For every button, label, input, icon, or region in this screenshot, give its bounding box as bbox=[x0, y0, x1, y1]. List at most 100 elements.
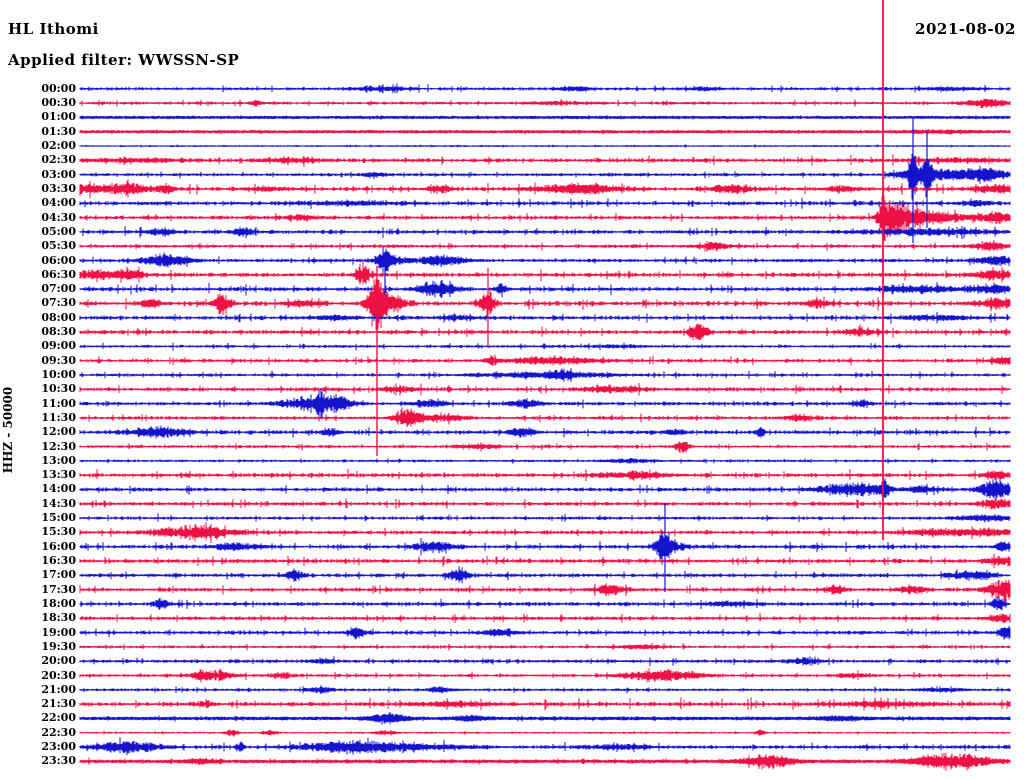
trace-07:00 bbox=[79, 280, 1011, 298]
trace-19:30 bbox=[79, 643, 1011, 651]
trace-05:30 bbox=[79, 240, 1011, 252]
trace-01:30 bbox=[79, 128, 1011, 135]
trace-09:00 bbox=[79, 342, 1011, 351]
station-name: HL Ithomi bbox=[8, 20, 99, 38]
trace-07:30 bbox=[79, 279, 1011, 330]
trace-08:30 bbox=[79, 323, 1011, 341]
trace-06:30 bbox=[79, 258, 1011, 285]
time-label: 19:00 bbox=[41, 625, 76, 639]
time-label: 12:30 bbox=[41, 439, 76, 453]
time-label: 20:30 bbox=[41, 668, 76, 682]
time-label: 15:00 bbox=[41, 511, 76, 525]
trace-15:00 bbox=[79, 513, 1011, 523]
time-label: 14:30 bbox=[41, 496, 76, 510]
trace-16:00 bbox=[79, 530, 1011, 565]
time-label: 01:30 bbox=[41, 124, 76, 138]
trace-12:00 bbox=[79, 425, 1011, 439]
time-label: 23:30 bbox=[41, 754, 76, 768]
time-label: 10:30 bbox=[41, 382, 76, 396]
time-label: 18:00 bbox=[41, 596, 76, 610]
trace-22:30 bbox=[79, 729, 1011, 737]
trace-08:00 bbox=[79, 312, 1011, 324]
trace-22:00 bbox=[79, 712, 1011, 725]
time-label: 06:00 bbox=[41, 253, 76, 267]
trace-00:00 bbox=[79, 83, 1011, 94]
trace-23:00 bbox=[79, 737, 1011, 755]
trace-02:30 bbox=[79, 154, 1011, 167]
time-label: 21:00 bbox=[41, 682, 76, 696]
trace-18:00 bbox=[79, 597, 1011, 611]
applied-filter-label: Applied filter: WWSSN-SP bbox=[8, 51, 240, 69]
time-label: 10:00 bbox=[41, 368, 76, 381]
trace-15:30 bbox=[79, 522, 1011, 544]
time-label: 22:00 bbox=[41, 711, 76, 725]
time-label: 13:00 bbox=[41, 453, 76, 467]
trace-21:30 bbox=[79, 697, 1011, 711]
trace-14:30 bbox=[79, 498, 1011, 510]
time-label: 20:00 bbox=[41, 654, 76, 668]
time-label: 08:30 bbox=[41, 325, 76, 339]
trace-01:00 bbox=[79, 115, 1011, 120]
trace-09:30 bbox=[79, 354, 1011, 366]
time-label: 08:00 bbox=[41, 310, 76, 324]
time-label: 16:30 bbox=[41, 554, 76, 568]
time-label: 11:30 bbox=[41, 410, 76, 424]
time-label: 07:30 bbox=[41, 296, 76, 310]
trace-00:30 bbox=[79, 98, 1011, 109]
trace-13:30 bbox=[79, 468, 1011, 481]
trace-11:30 bbox=[79, 407, 1011, 427]
time-label: 02:30 bbox=[41, 153, 76, 167]
trace-17:00 bbox=[79, 566, 1011, 584]
trace-20:30 bbox=[79, 668, 1011, 683]
trace-18:30 bbox=[79, 613, 1011, 624]
trace-21:00 bbox=[79, 685, 1011, 695]
time-label: 11:00 bbox=[41, 396, 76, 410]
time-label: 13:30 bbox=[41, 468, 76, 482]
time-label: 14:00 bbox=[41, 482, 76, 496]
time-label: 16:00 bbox=[41, 539, 76, 553]
time-label: 19:30 bbox=[41, 639, 76, 653]
trace-14:00 bbox=[79, 477, 1011, 501]
time-label: 01:00 bbox=[41, 110, 76, 124]
time-label: 04:00 bbox=[41, 196, 76, 210]
trace-03:00 bbox=[79, 154, 1011, 200]
time-label: 03:30 bbox=[41, 181, 76, 195]
time-label: 17:30 bbox=[41, 582, 76, 596]
time-label: 03:00 bbox=[41, 167, 76, 181]
time-label: 23:00 bbox=[41, 740, 76, 754]
time-label: 17:00 bbox=[41, 568, 76, 582]
trace-10:00 bbox=[79, 368, 1011, 383]
trace-06:00 bbox=[79, 247, 1011, 274]
trace-20:00 bbox=[79, 656, 1011, 666]
trace-13:00 bbox=[79, 457, 1011, 465]
trace-17:30 bbox=[79, 579, 1011, 602]
time-label: 12:00 bbox=[41, 425, 76, 439]
time-label: 02:00 bbox=[41, 139, 76, 153]
trace-19:00 bbox=[79, 625, 1011, 640]
time-label: 15:30 bbox=[41, 525, 76, 539]
time-label: 05:30 bbox=[41, 239, 76, 253]
time-label: 22:30 bbox=[41, 725, 76, 739]
trace-11:00 bbox=[79, 388, 1011, 422]
time-label: 00:00 bbox=[41, 81, 76, 95]
trace-12:30 bbox=[79, 441, 1011, 453]
time-label: 05:00 bbox=[41, 224, 76, 238]
time-label: 00:30 bbox=[41, 96, 76, 110]
trace-16:30 bbox=[79, 553, 1011, 569]
time-label: 09:30 bbox=[41, 353, 76, 367]
date-label: 2021-08-02 bbox=[915, 20, 1016, 38]
trace-04:00 bbox=[79, 197, 1011, 209]
time-label: 18:30 bbox=[41, 611, 76, 625]
trace-03:30 bbox=[79, 179, 1011, 199]
trace-23:30 bbox=[79, 752, 1011, 771]
time-label: 09:00 bbox=[41, 339, 76, 353]
time-label: 04:30 bbox=[41, 210, 76, 224]
trace-04:30 bbox=[79, 195, 1011, 242]
time-label: 07:00 bbox=[41, 282, 76, 296]
trace-02:00 bbox=[79, 144, 1011, 148]
trace-05:00 bbox=[79, 226, 1011, 239]
time-label: 21:30 bbox=[41, 697, 76, 711]
trace-10:30 bbox=[79, 383, 1011, 396]
